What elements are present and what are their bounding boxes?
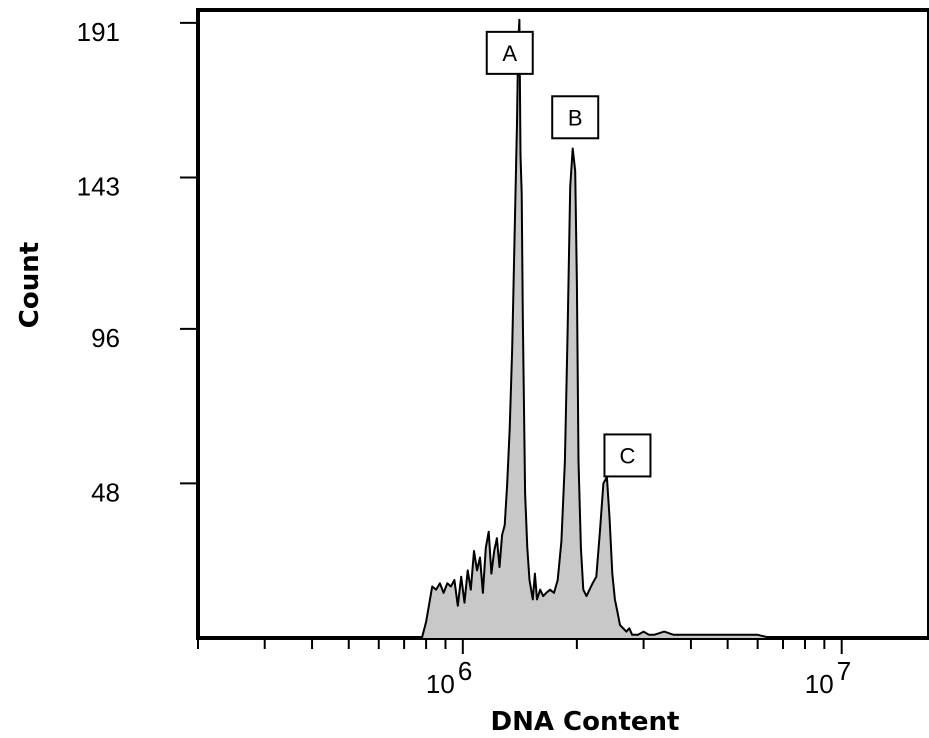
y-axis-ticks: 48 96 143 191 [77,17,198,507]
annotation-label-c: C [620,443,636,468]
annotation-label-a: A [502,41,517,66]
annotation-label-b: B [568,105,583,130]
y-tick-label: 191 [77,17,120,47]
x-axis-ticks: 10 6 10 7 [197,638,851,699]
x-tick-label-exponent: 7 [837,656,851,686]
annotation-box [603,433,652,478]
x-axis-title: DNA Content [491,707,680,737]
x-tick-label-base: 10 [426,669,455,699]
histogram-outline [420,18,929,639]
peak-annotations: A B C [485,30,652,478]
y-tick-label: 96 [91,323,120,353]
y-tick-label: 48 [91,477,120,507]
annotation-box [485,30,534,75]
x-tick-label-exponent: 6 [458,656,472,686]
y-tick-label: 143 [77,171,120,201]
x-tick-label-base: 10 [805,669,834,699]
y-axis-title: Count [15,242,45,328]
annotation-box [551,95,600,140]
